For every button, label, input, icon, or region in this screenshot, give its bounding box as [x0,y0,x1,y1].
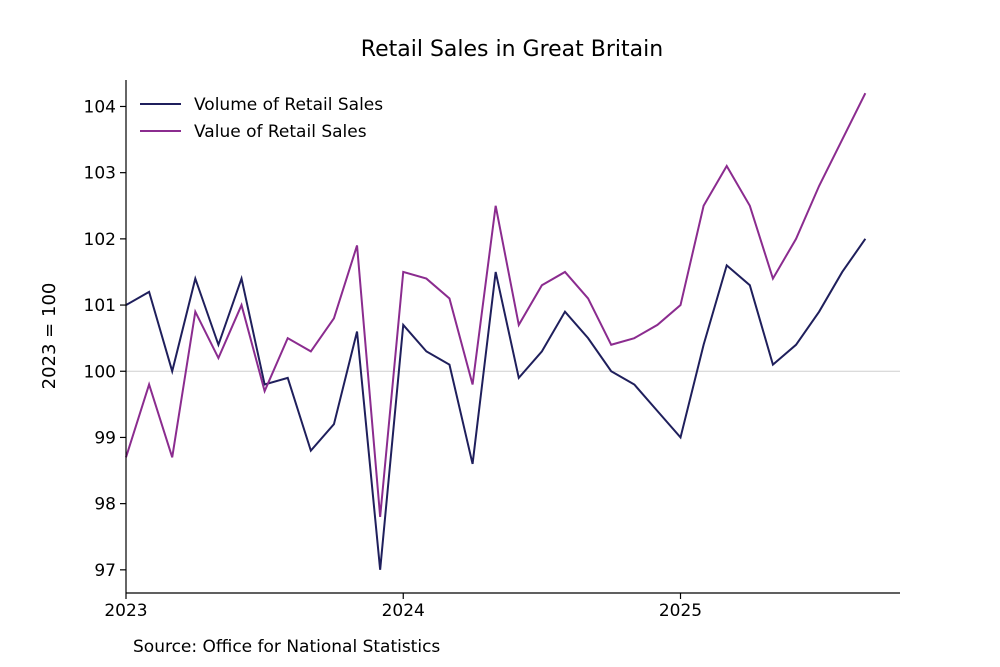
axes-layer [125,80,900,594]
y-tick-label: 104 [84,97,116,117]
x-tick-label: 2023 [104,601,147,621]
y-tick-label: 103 [84,164,116,184]
legend: Volume of Retail Sales Value of Retail Sa… [140,95,383,142]
y-tick-label: 102 [84,230,116,250]
legend-label: Volume of Retail Sales [194,95,383,115]
y-tick-label: 100 [84,362,116,382]
y-tick-label: 98 [94,495,116,515]
source-note: Source: Office for National Statistics [133,637,441,657]
ticks-layer: 97 98 99 100 101 102 103 104 2023 2024 2025 [84,97,703,621]
x-tick-label: 2024 [382,601,425,621]
series-line-volume [125,238,867,570]
series-layer [125,92,867,570]
legend-label: Value of Retail Sales [194,122,367,142]
y-tick-label: 97 [94,561,116,581]
y-tick-label: 101 [84,296,116,316]
y-tick-label: 99 [94,428,116,448]
series-line-value [125,92,867,517]
x-tick-label: 2025 [659,601,702,621]
chart-title: Retail Sales in Great Britain [361,37,663,62]
y-axis-label: 2023 = 100 [39,283,60,390]
